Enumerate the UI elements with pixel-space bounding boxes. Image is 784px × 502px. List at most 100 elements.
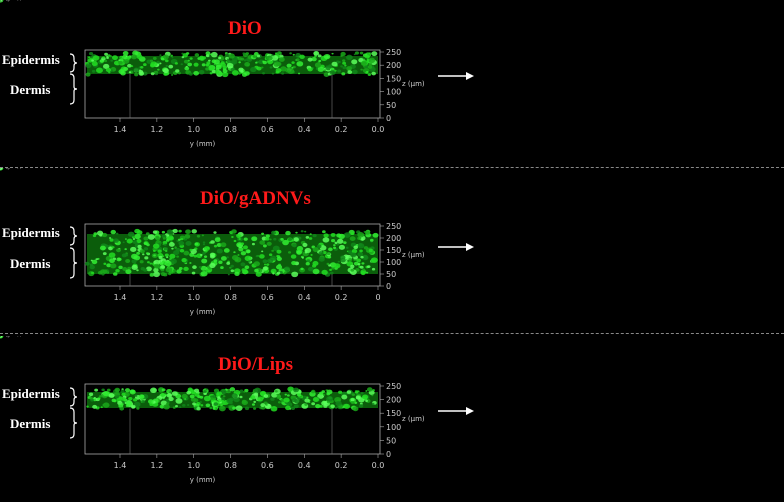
epidermis-label: Epidermis <box>2 225 60 240</box>
panel-title: DiO/Lips <box>218 354 293 375</box>
iso-x-tick: 1.2 <box>0 336 6 338</box>
iso-z-tick: 100 <box>0 0 13 2</box>
side-y-tick: 1.0 <box>187 461 200 470</box>
side-y-tick: 0.6 <box>261 293 274 302</box>
side-y-axis-label: y (mm) <box>190 476 216 484</box>
arrow-right-icon <box>438 243 474 251</box>
side-view-frame <box>84 383 381 455</box>
side-y-axis-label: y (mm) <box>190 308 216 316</box>
iso-x-axis-label: x (mm) <box>0 336 11 338</box>
side-y-tick: 0.0 <box>372 125 385 134</box>
panel-separator <box>0 333 784 334</box>
iso-x-tick: 1.4 <box>0 168 6 170</box>
side-y-tick: 0.8 <box>224 125 237 134</box>
epidermis-brace <box>69 226 78 246</box>
iso-x-tick: 0.4 <box>0 168 6 170</box>
side-y-tick: 0.0 <box>372 461 385 470</box>
iso-z-tick: 250 <box>0 0 13 2</box>
dermis-label: Dermis <box>10 256 51 271</box>
side-y-tick: 1.2 <box>150 461 163 470</box>
iso-x-tick: 1.4 <box>0 0 6 2</box>
side-z-tick: 200 <box>386 61 401 70</box>
iso-z-tick: 200 <box>0 0 13 2</box>
iso-x-tick: 0.2 <box>0 336 6 338</box>
fluorescence-band <box>84 228 379 278</box>
iso-x-tick: 0.8 <box>0 336 6 338</box>
iso-x-tick: 0.8 <box>0 168 6 170</box>
iso-z-axis-label: z (µm) <box>0 168 19 170</box>
epidermis-brace <box>69 387 78 407</box>
side-view-frame <box>84 223 381 287</box>
dermis-label: Dermis <box>10 416 51 431</box>
iso-z-tick: 100 <box>0 168 13 170</box>
iso-x-tick: 0.0 <box>0 168 6 170</box>
iso-z-tick: 200 <box>0 168 13 170</box>
side-y-tick: 0 <box>375 293 380 302</box>
iso-x-tick: 1 <box>0 0 2 2</box>
side-y-tick: 0.2 <box>335 125 348 134</box>
iso-z-tick: 200 <box>0 336 13 338</box>
side-z-tick: 0 <box>386 114 391 123</box>
side-z-tick: 100 <box>386 88 401 97</box>
side-z-tick: 150 <box>386 74 401 83</box>
iso-z-tick: 250 <box>0 336 13 338</box>
side-z-tick: 0 <box>386 282 391 291</box>
iso-y-axis-label: y (mm) <box>0 168 22 170</box>
side-y-tick: 0.4 <box>298 125 311 134</box>
iso-x-tick: 0.0 <box>0 336 6 338</box>
panel-1: DiO Epidermis Dermis 1.4 1.2 1.0 0.8 0.6 0.4 0.2 0… <box>0 0 784 166</box>
side-z-tick: 250 <box>386 48 401 57</box>
iso-x-tick: 1.4 <box>0 336 6 338</box>
iso-x-axis-label: x (mm) <box>0 0 11 2</box>
side-z-axis-label: z (µm) <box>402 415 425 423</box>
iso-z-tick: 250 <box>0 168 13 170</box>
side-y-tick: 0.2 <box>335 461 348 470</box>
iso-z-tick: 150 <box>0 168 13 170</box>
iso-x-axis-label: x (mm) <box>0 168 11 170</box>
iso-3d-view <box>0 336 4 339</box>
side-y-tick: 0.8 <box>224 293 237 302</box>
side-z-tick: 50 <box>386 270 396 279</box>
side-y-tick: 1.2 <box>150 125 163 134</box>
side-z-tick: 100 <box>386 258 401 267</box>
side-y-tick: 1.0 <box>187 293 200 302</box>
iso-x-tick: 0.4 <box>0 0 6 2</box>
side-y-tick: 1.2 <box>150 293 163 302</box>
panel-3: DiO/Lips Epidermis Dermis 1.4 1.2 1.0 0.8 0.6 0.… <box>0 336 784 502</box>
side-y-axis-label: y (mm) <box>190 140 216 148</box>
side-y-tick: 0.8 <box>224 461 237 470</box>
iso-3d-view <box>0 168 4 171</box>
side-z-tick: 100 <box>386 423 401 432</box>
side-y-tick: 0.6 <box>261 125 274 134</box>
side-z-tick: 50 <box>386 101 396 110</box>
iso-x-tick: 1 <box>0 336 2 338</box>
dermis-label: Dermis <box>10 82 51 97</box>
iso-x-tick: 1.2 <box>0 168 6 170</box>
side-z-tick: 200 <box>386 396 401 405</box>
arrow-right-icon <box>438 72 474 80</box>
iso-x-tick: 0.6 <box>0 0 6 2</box>
dermis-brace <box>69 247 78 279</box>
iso-x-tick: 0.2 <box>0 168 6 170</box>
iso-y-axis-label: y (mm) <box>0 0 22 2</box>
side-y-tick: 0.4 <box>298 293 311 302</box>
side-y-tick: 0.2 <box>335 293 348 302</box>
panel-separator <box>0 167 784 168</box>
side-z-tick: 150 <box>386 409 401 418</box>
side-y-tick: 1.0 <box>187 125 200 134</box>
iso-x-tick: 0.8 <box>0 0 6 2</box>
panel-2: DiO/gADNVs Epidermis Dermis 1.4 1.2 1.0 0.8 0.6… <box>0 168 784 334</box>
iso-x-tick: 0.4 <box>0 336 6 338</box>
iso-z-tick: 100 <box>0 336 13 338</box>
iso-x-tick: 1.2 <box>0 0 6 2</box>
epidermis-brace <box>69 53 78 73</box>
side-view-frame <box>84 49 381 119</box>
iso-3d-view <box>0 0 4 3</box>
side-y-tick: 0.6 <box>261 461 274 470</box>
arrow-right-icon <box>438 407 474 415</box>
fluorescence-band <box>86 386 378 412</box>
side-y-tick: 1.4 <box>114 461 127 470</box>
side-z-tick: 50 <box>386 436 396 445</box>
epidermis-label: Epidermis <box>2 52 60 67</box>
side-z-axis-label: z (µm) <box>402 80 425 88</box>
